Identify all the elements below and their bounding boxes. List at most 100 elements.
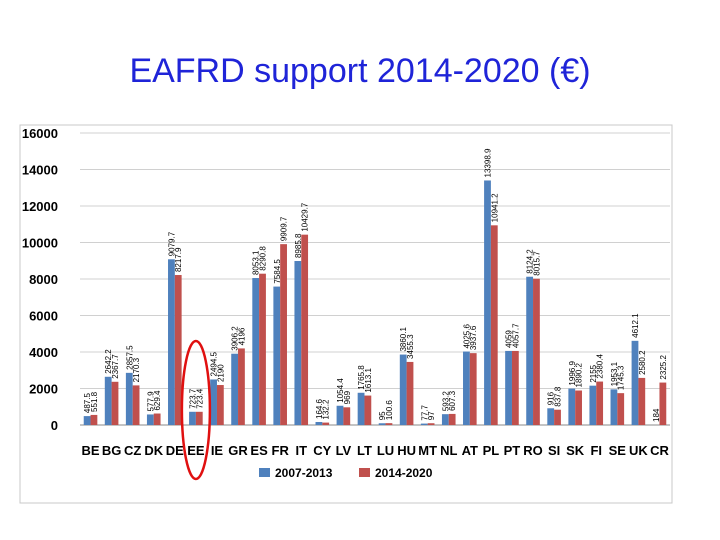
- data-label-2014-2020-cy: 132.2: [322, 399, 331, 420]
- data-label-2007-2013-be: 487.5: [83, 393, 92, 414]
- bar-2007-2013-pt: [505, 350, 512, 425]
- bar-2014-2020-cz: [132, 385, 140, 425]
- data-label-2014-2020-at: 3937.6: [469, 325, 478, 350]
- bar-2014-2020-ee: [195, 411, 203, 425]
- category-label-lt: LT: [357, 443, 372, 458]
- data-label-2007-2013-dk: 577.9: [146, 391, 155, 412]
- bar-2007-2013-fi: [589, 385, 597, 425]
- bar-2014-2020-de: [174, 275, 182, 425]
- data-label-2014-2020-cr: 2325.2: [659, 355, 668, 380]
- data-label-2007-2013-hu: 3860.1: [399, 327, 408, 352]
- y-tick-label-6000: 6000: [29, 309, 58, 324]
- bar-2014-2020-at: [469, 353, 477, 425]
- data-label-2014-2020-pl: 10941.2: [490, 193, 499, 222]
- data-label-2007-2013-gr: 3906.2: [231, 326, 240, 351]
- y-tick-label-8000: 8000: [29, 272, 58, 287]
- bar-2014-2020-fr: [280, 244, 287, 425]
- y-tick-label-14000: 14000: [22, 163, 58, 178]
- bar-2007-2013-fr: [273, 286, 281, 425]
- data-label-2007-2013-sk: 1996.9: [568, 361, 577, 386]
- bar-2007-2013-pl: [484, 180, 491, 425]
- data-label-2007-2013-cy: 164.6: [315, 398, 324, 419]
- data-label-2007-2013-pt: 4059: [505, 330, 514, 348]
- data-label-2014-2020-nl: 607.3: [448, 390, 457, 411]
- bar-2007-2013-de: [168, 259, 175, 425]
- category-label-ee: EE: [187, 443, 205, 458]
- category-label-fr: FR: [272, 443, 290, 458]
- legend-swatch-2014-2020: [359, 468, 370, 477]
- data-label-2007-2013-at: 4025.6: [462, 324, 471, 349]
- bar-2014-2020-it: [301, 234, 309, 425]
- legend-label-2007-2013: 2007-2013: [275, 466, 333, 480]
- data-label-2014-2020-ee: 723.4: [195, 388, 204, 409]
- data-label-2014-2020-lu: 100.6: [385, 400, 394, 421]
- data-label-2014-2020-pt: 4057.7: [511, 323, 520, 348]
- data-label-2007-2013-nl: 593.2: [441, 391, 450, 412]
- category-label-ro: RO: [523, 443, 543, 458]
- bar-2014-2020-cr: [659, 382, 667, 425]
- category-label-sk: SK: [566, 443, 585, 458]
- category-label-cy: CY: [313, 443, 331, 458]
- data-label-2007-2013-fr: 7584.5: [273, 259, 282, 284]
- data-label-2014-2020-fr: 9909.7: [280, 216, 289, 241]
- slide-title: EAFRD support 2014-2020 (€): [129, 52, 591, 90]
- data-label-2014-2020-es: 8290.8: [259, 246, 268, 271]
- category-label-lu: LU: [377, 443, 394, 458]
- data-label-2014-2020-lt: 1613.1: [364, 368, 373, 393]
- category-label-cr: CR: [650, 443, 669, 458]
- bar-2014-2020-bg: [111, 381, 119, 425]
- data-label-2014-2020-de: 8217.9: [174, 247, 183, 272]
- data-label-2014-2020-be: 551.8: [90, 391, 99, 412]
- bar-2007-2013-ee: [189, 411, 196, 425]
- category-label-uk: UK: [629, 443, 648, 458]
- bar-2007-2013-bg: [104, 376, 112, 425]
- bar-2007-2013-es: [252, 278, 260, 425]
- data-label-2007-2013-it: 8985.8: [294, 233, 303, 258]
- category-label-fi: FI: [590, 443, 602, 458]
- data-label-2007-2013-cz: 2857.5: [125, 345, 134, 370]
- category-label-es: ES: [250, 443, 268, 458]
- category-label-gr: GR: [228, 443, 248, 458]
- data-label-2014-2020-fi: 2380.4: [596, 354, 605, 379]
- bar-2014-2020-fi: [596, 381, 604, 425]
- bar-2007-2013-si: [547, 408, 555, 425]
- bar-2007-2013-se: [610, 389, 618, 425]
- data-label-2007-2013-si: 916: [547, 391, 556, 405]
- bar-2014-2020-ro: [533, 278, 540, 425]
- bar-2007-2013-hu: [399, 354, 407, 425]
- category-label-hu: HU: [397, 443, 416, 458]
- bar-2007-2013-ro: [526, 276, 534, 425]
- data-label-2014-2020-hu: 3455.3: [406, 334, 415, 359]
- legend-label-2014-2020: 2014-2020: [375, 466, 433, 480]
- plot-border: [19, 124, 673, 504]
- bar-2014-2020-uk: [638, 377, 646, 425]
- bar-2007-2013-gr: [231, 353, 239, 425]
- data-label-2014-2020-lv: 969: [343, 390, 352, 404]
- bar-2014-2020-pt: [511, 350, 519, 425]
- bar-2014-2020-sk: [575, 390, 582, 425]
- y-tick-label-2000: 2000: [29, 382, 58, 397]
- bar-2007-2013-sk: [568, 388, 576, 425]
- data-label-extra-cr: 184: [652, 408, 661, 422]
- y-tick-label-12000: 12000: [22, 199, 58, 214]
- data-label-2007-2013-ro: 8124.2: [526, 249, 535, 274]
- bar-2007-2013-cz: [125, 372, 133, 425]
- legend-swatch-2007-2013: [259, 468, 270, 477]
- data-label-2014-2020-bg: 2367.7: [111, 354, 120, 379]
- data-label-2007-2013-ee: 723.7: [188, 388, 197, 409]
- bar-2014-2020-gr: [238, 348, 245, 425]
- category-label-de: DE: [166, 443, 184, 458]
- data-label-2007-2013-fi: 2155: [589, 364, 598, 382]
- bar-2014-2020-lv: [343, 407, 351, 425]
- bar-2014-2020-be: [90, 414, 98, 425]
- data-label-2007-2013-mt: 77.7: [420, 404, 429, 420]
- bar-2007-2013-be: [83, 416, 91, 425]
- bar-2007-2013-mt: [420, 423, 428, 425]
- bar-2007-2013-it: [294, 261, 302, 425]
- category-label-at: AT: [462, 443, 478, 458]
- data-label-2007-2013-pl: 13398.9: [483, 148, 492, 177]
- bar-2007-2013-at: [463, 351, 470, 425]
- category-label-bg: BG: [102, 443, 122, 458]
- bar-2014-2020-cy: [322, 422, 330, 425]
- data-label-2014-2020-se: 1745.3: [617, 365, 626, 390]
